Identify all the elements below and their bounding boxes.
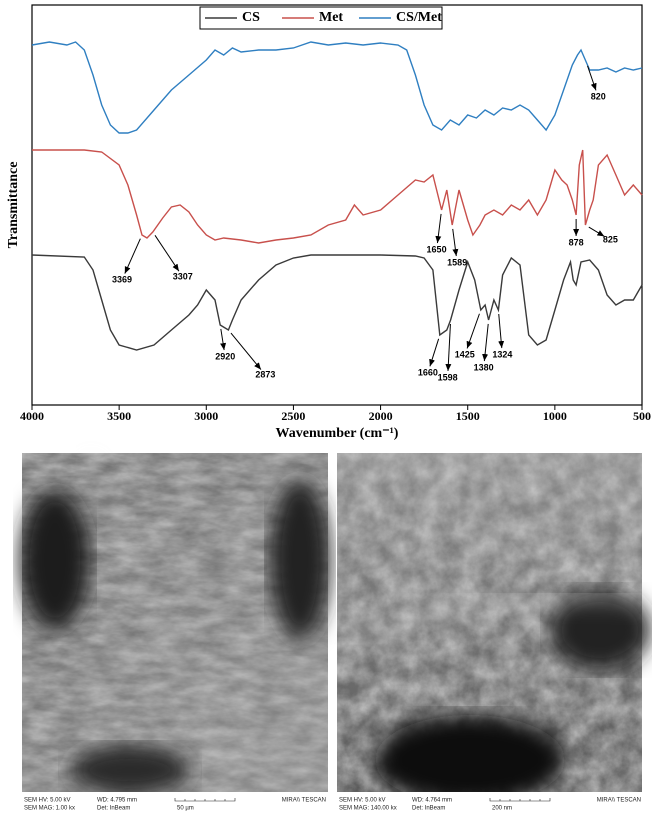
annotation-label: 2920 [215,351,235,361]
annotation-arrow [221,329,224,350]
annotation-label: 3369 [112,274,132,284]
annotation-arrow [155,235,179,271]
sem-caption: SEM MAG: 1.00 kx [24,806,75,812]
x-tick-label: 4000 [20,409,44,423]
x-tick-label: 3000 [194,409,218,423]
x-tick-label: 3500 [107,409,131,423]
annotation-arrow [125,239,141,274]
x-tick-label: 2000 [369,409,393,423]
annotation-arrow [453,229,457,256]
sem-caption: SEM MAG: 140.00 kx [339,806,397,812]
plot-frame [32,5,642,405]
annotation-label: 878 [569,237,584,247]
annotation-label: 1598 [438,372,458,382]
sem-caption: WD: 4.764 mm [412,798,452,804]
sem-caption: Det: InBeam [97,806,130,812]
annotation-arrow [484,324,488,361]
legend-label: CS/Met [396,10,442,25]
ftir-chart: Transmittance Wavenumber (cm⁻¹) 4000 3500… [0,0,652,440]
annotation-arrow [499,314,502,348]
figure: Transmittance Wavenumber (cm⁻¹) 4000 3500… [0,0,652,813]
annotation-label: 1425 [455,349,475,359]
annotation-label: 1380 [474,362,494,372]
x-tick-label: 1500 [456,409,480,423]
sem-caption: WD: 4.795 mm [97,798,137,804]
x-tick-label: 2500 [281,409,305,423]
series-line [32,255,642,350]
annotation-arrow [448,324,450,371]
sem-panel: SEM HV: 5.00 kV SEM MAG: 1.00 kx WD: 4.795… [0,440,652,813]
sem-caption: MIRA\\ TESCAN [282,798,326,804]
annotation-label: 825 [603,234,618,244]
sem-caption: 200 nm [492,806,512,812]
sem-image-left [20,453,330,795]
sem-caption: SEM HV: 5.00 kV [339,798,385,804]
sem-caption: MIRA\\ TESCAN [597,798,641,804]
legend-label: CS [242,10,260,25]
sem-caption: Det: InBeam [412,806,445,812]
annotation-label: 2873 [255,369,275,379]
sem-image-right [337,453,650,805]
annotation-label: 1660 [418,367,438,377]
legend-label: Met [319,10,343,25]
annotation-label: 3307 [173,271,193,281]
annotation-arrow [430,339,439,367]
annotation-arrow [467,314,479,349]
x-axis-label: Wavenumber (cm⁻¹) [276,426,399,440]
sem-caption: 50 µm [177,806,194,812]
series-line [32,42,642,133]
annotation-label: 1589 [447,257,467,267]
annotation-label: 1324 [492,349,512,359]
annotation-label: 1650 [427,244,447,254]
x-tick-label: 1000 [543,409,567,423]
series-line [32,150,642,243]
sem-caption: SEM HV: 5.00 kV [24,798,70,804]
annotation-arrow [231,333,261,370]
y-axis-label: Transmittance [6,162,21,249]
annotation-label: 820 [591,91,606,101]
annotation-arrow [437,214,441,243]
x-tick-label: 500 [633,409,651,423]
